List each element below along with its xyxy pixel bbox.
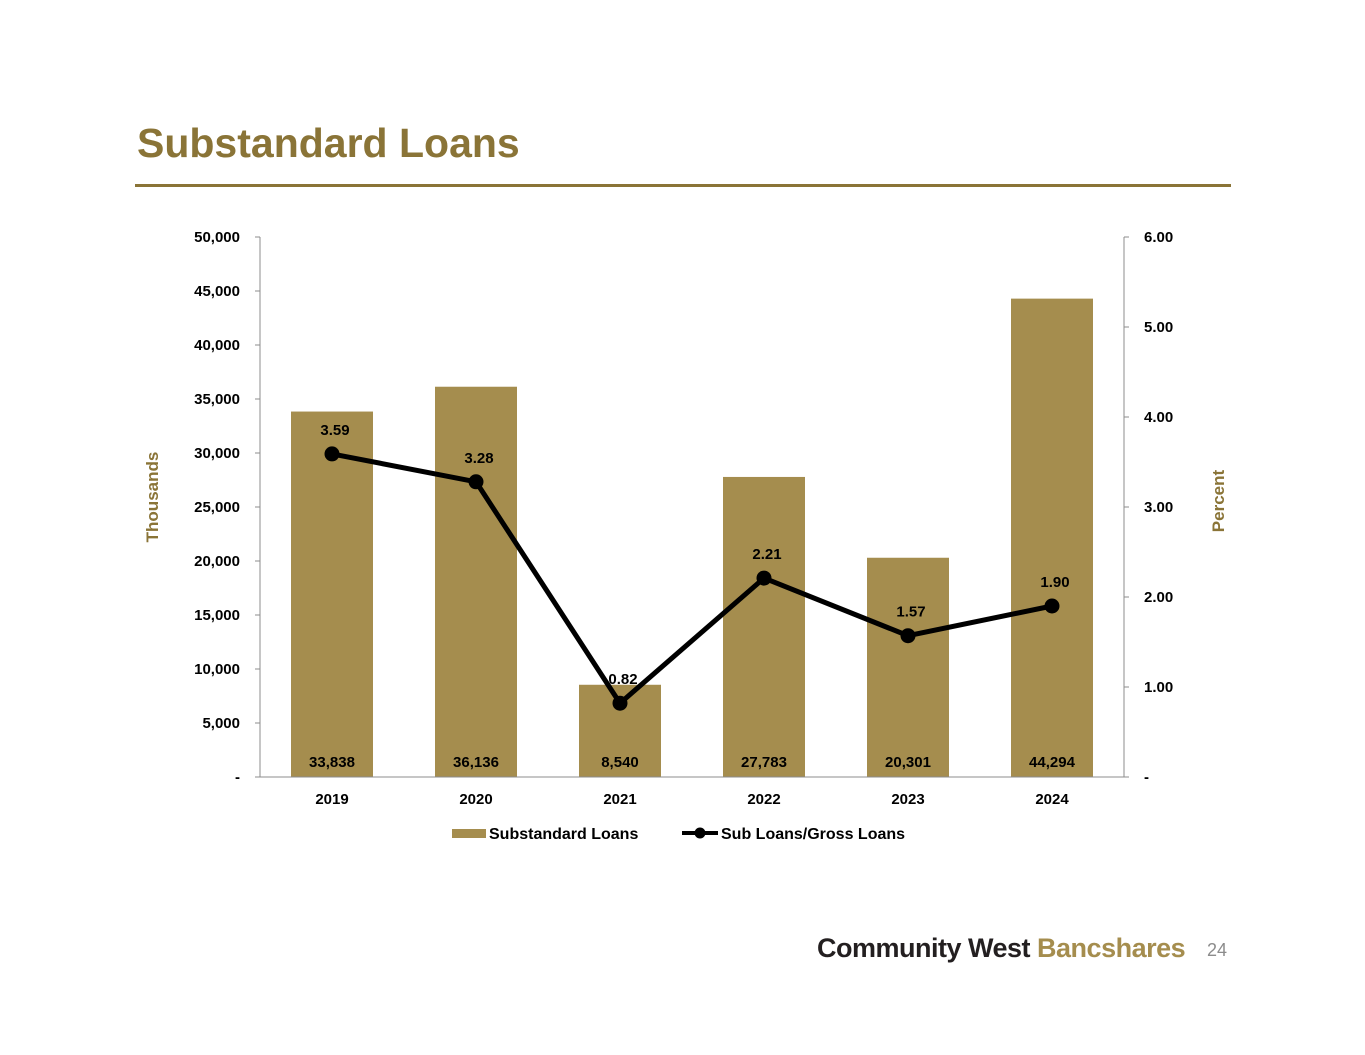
legend-bar-label: Substandard Loans <box>489 826 638 843</box>
legend-line-label: Sub Loans/Gross Loans <box>721 826 905 843</box>
line-point <box>756 570 772 586</box>
x-tick-label: 2020 <box>459 791 492 808</box>
x-tick-label: 2021 <box>603 791 636 808</box>
bar <box>867 557 949 777</box>
page-title: Substandard Loans <box>137 120 520 166</box>
y2-tick-label: - <box>1144 769 1149 786</box>
line-value-label: 1.90 <box>1040 574 1069 591</box>
y2-tick-label: 4.00 <box>1144 409 1173 426</box>
y2-tick-label: 6.00 <box>1144 229 1173 246</box>
y-tick-label: 50,000 <box>194 229 240 246</box>
logo-text-dark: Community West <box>817 933 1031 963</box>
line-value-label: 3.59 <box>320 422 349 439</box>
y2-tick-label: 3.00 <box>1144 499 1173 516</box>
x-tick-label: 2024 <box>1035 791 1069 808</box>
y-tick-label: 30,000 <box>194 445 240 462</box>
x-tick-label: 2022 <box>747 791 780 808</box>
bar-value-label: 33,838 <box>309 754 355 771</box>
bar-value-label: 8,540 <box>601 754 639 771</box>
line-point <box>900 628 916 644</box>
y-axis-title: Thousands <box>143 452 162 543</box>
x-tick-label: 2023 <box>891 791 924 808</box>
line-value-label: 0.82 <box>608 671 637 688</box>
line-point <box>1044 598 1060 614</box>
y2-tick-label: 5.00 <box>1144 319 1173 336</box>
page-number: 24 <box>1207 940 1228 960</box>
line-point <box>612 695 628 711</box>
line-value-label: 2.21 <box>752 546 781 563</box>
title-divider <box>135 184 1231 187</box>
y2-tick-label: 1.00 <box>1144 679 1173 696</box>
line-series <box>331 451 1053 706</box>
y-tick-label: 10,000 <box>194 661 240 678</box>
bar-value-label: 27,783 <box>741 754 787 771</box>
line-point <box>324 446 340 462</box>
x-tick-label: 2019 <box>315 791 348 808</box>
y-tick-label: 5,000 <box>202 715 240 732</box>
y-tick-label: 45,000 <box>194 283 240 300</box>
bar <box>291 411 373 777</box>
bar-value-label: 44,294 <box>1029 754 1076 771</box>
bar-value-label: 36,136 <box>453 754 499 771</box>
y2-axis-title: Percent <box>1209 469 1228 532</box>
line-value-label: 1.57 <box>896 604 925 621</box>
y2-tick-label: 2.00 <box>1144 589 1173 606</box>
company-logo: Community West Bancshares <box>817 933 1186 964</box>
legend-line-marker <box>694 827 706 839</box>
line-value-label: 3.28 <box>464 450 493 467</box>
bar <box>723 476 805 777</box>
bar <box>1011 298 1093 777</box>
logo-text-gold: Bancshares <box>1037 933 1186 963</box>
y-tick-label: 40,000 <box>194 337 240 354</box>
y-tick-label: 25,000 <box>194 499 240 516</box>
y-tick-label: 35,000 <box>194 391 240 408</box>
bar <box>435 386 517 777</box>
y-tick-label: 20,000 <box>194 553 240 570</box>
line-point <box>468 474 484 490</box>
bar-value-label: 20,301 <box>885 754 931 771</box>
y-tick-label: - <box>235 769 240 786</box>
y-tick-label: 15,000 <box>194 607 240 624</box>
legend-bar-swatch <box>452 829 486 838</box>
